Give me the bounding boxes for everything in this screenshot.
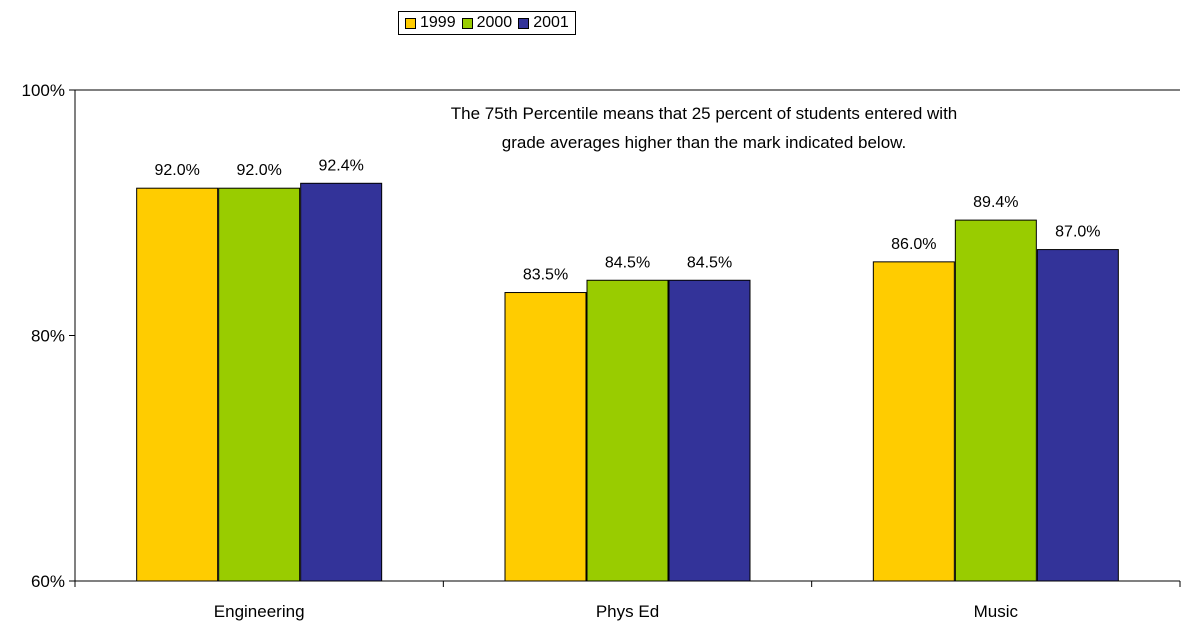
y-tick-label: 60% bbox=[31, 572, 65, 591]
legend-item-1999: 1999 bbox=[405, 14, 456, 32]
x-tick-label: Music bbox=[974, 602, 1019, 621]
y-tick-label: 80% bbox=[31, 327, 65, 346]
bars bbox=[136, 182, 1119, 582]
data-label: 84.5% bbox=[687, 254, 732, 271]
x-tick-label: Engineering bbox=[214, 602, 305, 621]
bar bbox=[136, 187, 219, 582]
legend-label-2001: 2001 bbox=[533, 14, 569, 31]
data-label: 92.4% bbox=[318, 157, 363, 174]
legend-label-1999: 1999 bbox=[420, 14, 456, 31]
data-label: 87.0% bbox=[1055, 224, 1100, 241]
data-label: 92.0% bbox=[154, 162, 199, 179]
data-label: 89.4% bbox=[973, 194, 1018, 211]
legend: 1999 2000 2001 bbox=[398, 11, 576, 35]
data-label: 84.5% bbox=[605, 254, 650, 271]
axes: 60% 80% 100% Engineering Phys Ed Music bbox=[22, 81, 1181, 621]
data-label: 92.0% bbox=[236, 162, 281, 179]
bar bbox=[504, 292, 587, 582]
legend-item-2000: 2000 bbox=[461, 14, 513, 32]
bar bbox=[300, 182, 383, 582]
annotation-line-2: grade averages higher than the mark indi… bbox=[502, 133, 906, 152]
x-tick-label: Phys Ed bbox=[596, 602, 659, 621]
legend-swatch-1999 bbox=[405, 17, 416, 29]
legend-swatch-2000 bbox=[461, 17, 473, 29]
bar bbox=[668, 279, 751, 582]
legend-label-2000: 2000 bbox=[476, 14, 513, 31]
legend-swatch-2001 bbox=[518, 17, 530, 29]
legend-item-2001: 2001 bbox=[518, 14, 569, 32]
bar bbox=[872, 261, 955, 582]
bar bbox=[586, 279, 669, 582]
bar bbox=[218, 187, 301, 582]
bar bbox=[1036, 249, 1119, 582]
data-label: 86.0% bbox=[891, 236, 936, 253]
annotation-line-1: The 75th Percentile means that 25 percen… bbox=[451, 104, 958, 123]
data-label: 83.5% bbox=[523, 267, 568, 284]
y-tick-label: 100% bbox=[22, 81, 65, 100]
bar bbox=[954, 219, 1037, 582]
data-labels: 92.0% 92.0% 92.4% 83.5% 84.5% 84.5% 86.0% 89.4%… bbox=[154, 157, 1100, 283]
